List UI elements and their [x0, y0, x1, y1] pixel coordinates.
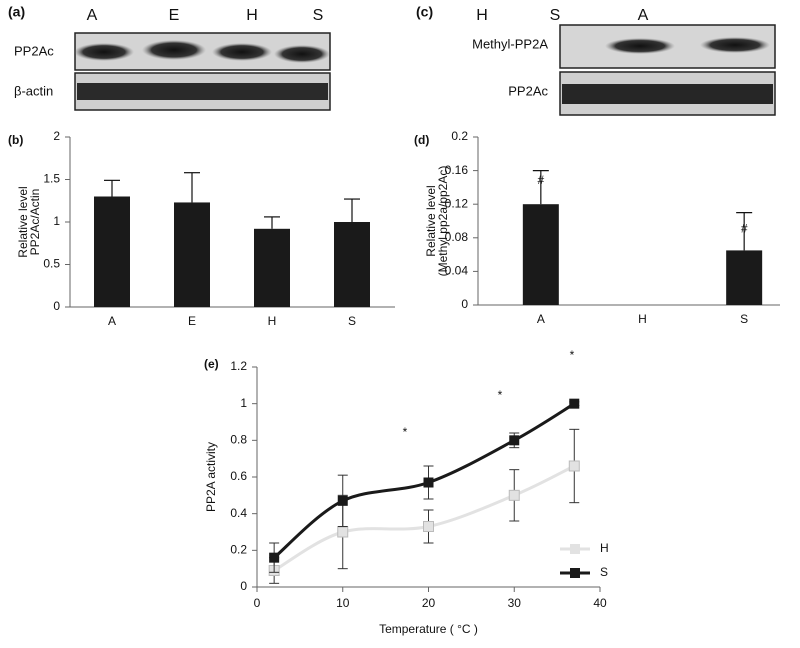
y-tick-label: 1.2: [230, 359, 247, 373]
legend-marker: [570, 568, 580, 578]
marker: [337, 495, 348, 506]
annotation: *: [570, 348, 575, 362]
lane-label: S: [313, 7, 324, 24]
bar: [334, 222, 370, 307]
blot: [559, 24, 776, 116]
y-tick-label: 0.08: [445, 230, 469, 244]
blot: [74, 32, 331, 111]
y-tick-label: 0.4: [230, 506, 247, 520]
marker: [269, 552, 280, 563]
y-axis-label: Relative level: [16, 186, 30, 257]
y-tick-label: 0: [461, 297, 468, 311]
row-label: PP2Ac: [14, 43, 54, 58]
panel-label: (b): [8, 133, 23, 147]
marker: [508, 489, 520, 501]
x-tick-label: A: [537, 312, 545, 326]
y-tick-label: 1: [53, 214, 60, 228]
y-tick-label: 0.8: [230, 433, 247, 447]
y-tick-label: 2: [53, 129, 60, 143]
lane-label: S: [550, 7, 561, 24]
lane-label: A: [87, 7, 98, 24]
marker: [509, 435, 520, 446]
y-tick-label: 0.16: [445, 163, 469, 177]
panel-label: (a): [8, 4, 25, 20]
lane-label: A: [638, 7, 649, 24]
panel-label: (e): [204, 357, 219, 371]
y-tick-label: 0: [53, 299, 60, 313]
bar: [174, 202, 210, 307]
x-tick-label: H: [638, 312, 647, 326]
bar: [522, 204, 559, 305]
y-axis-label: (Methyl pp2a/pp2Ac): [436, 166, 450, 277]
lane-label: H: [246, 7, 258, 24]
legend-label: S: [600, 565, 608, 579]
panel-label: (d): [414, 133, 429, 147]
row-label: β-actin: [14, 83, 53, 98]
panel-label: (c): [416, 4, 433, 20]
x-tick-label: 30: [508, 596, 522, 610]
row-label: PP2Ac: [508, 83, 548, 98]
marker: [569, 398, 580, 409]
lane-label: E: [169, 7, 180, 24]
y-axis-label: PP2Ac/Actin: [28, 189, 42, 256]
marker: [423, 477, 434, 488]
y-tick-label: 0.12: [445, 196, 469, 210]
y-tick-label: 0.2: [451, 129, 468, 143]
marker: [423, 521, 434, 532]
annotation: *: [403, 425, 408, 439]
x-tick-label: 10: [336, 596, 350, 610]
lane-label: H: [476, 7, 488, 24]
bar: [94, 196, 130, 307]
marker: [568, 460, 580, 472]
y-tick-label: 1.5: [43, 172, 60, 186]
y-axis-label: PP2A activity: [204, 442, 218, 512]
annotation: #: [537, 173, 544, 187]
x-tick-label: E: [188, 314, 196, 328]
y-tick-label: 0: [240, 579, 247, 593]
x-tick-label: 0: [254, 596, 261, 610]
bar: [726, 250, 763, 305]
legend-marker: [570, 544, 580, 554]
y-tick-label: 0.04: [445, 264, 469, 278]
row-label: Methyl-PP2A: [472, 36, 548, 51]
x-axis-label: Temperature ( °C ): [379, 622, 478, 636]
y-axis-label: Relative level: [424, 185, 438, 256]
x-tick-label: S: [348, 314, 356, 328]
x-tick-label: H: [268, 314, 277, 328]
x-tick-label: A: [108, 314, 116, 328]
y-tick-label: 1: [240, 396, 247, 410]
legend-label: H: [600, 541, 609, 555]
x-tick-label: 20: [422, 596, 436, 610]
y-tick-label: 0.5: [43, 257, 60, 271]
bar: [254, 228, 290, 307]
x-tick-label: S: [740, 312, 748, 326]
marker: [337, 526, 349, 538]
y-tick-label: 0.6: [230, 469, 247, 483]
annotation: #: [741, 222, 748, 236]
x-tick-label: 40: [593, 596, 607, 610]
annotation: *: [498, 388, 503, 402]
y-tick-label: 0.2: [230, 543, 247, 557]
